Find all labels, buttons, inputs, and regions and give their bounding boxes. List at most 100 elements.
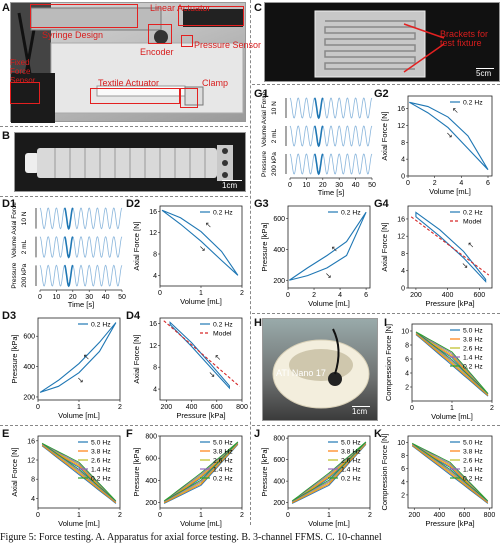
linear-actuator-label: Linear Actuator (150, 3, 211, 13)
y-tick-label: 16 (27, 438, 35, 445)
pressure-sensor-box (181, 35, 193, 47)
c-scale-label: 5cm (476, 69, 492, 78)
highlight-cycle (313, 125, 324, 148)
divider-e (0, 425, 248, 426)
direction-arrow: ↘ (208, 370, 215, 379)
legend-label: 2.6 Hz (91, 458, 111, 465)
direction-arrow: ↖ (452, 106, 459, 115)
x-axis-label: Volume [mL] (431, 412, 473, 421)
clamp-box (180, 88, 198, 108)
c-scale-bar: 5cm (476, 68, 494, 78)
x-tick-label: 20 (319, 182, 327, 189)
legend-label: 0.2 Hz (463, 364, 483, 371)
frequency-loop (291, 441, 367, 502)
y-tick-label: 16 (397, 216, 405, 223)
y-tick-label: 200 (145, 500, 157, 507)
x-tick-label: 2 (240, 290, 244, 297)
x-tick-label: 50 (368, 182, 376, 189)
chart-g3: 0 2 4 6 200 400 600 Volume [mL] Pressure [kPa] ↖ ↘… (260, 205, 371, 308)
row-label: Pressure (261, 151, 268, 177)
y-axis-label: Pressure [kPa] (260, 222, 269, 271)
panel-letter-f: F (126, 428, 133, 440)
y-tick-label: 8 (401, 453, 405, 460)
y-tick-label: 200 (273, 500, 285, 507)
y-tick-label: 0 (401, 286, 405, 293)
frequency-loop (41, 442, 117, 502)
ten-channel-photo (264, 2, 500, 82)
legend-label: 5.0 Hz (463, 440, 483, 447)
y-tick-label: 8 (153, 252, 157, 259)
row-label: Volume (11, 236, 18, 258)
compression-drawing (272, 328, 370, 409)
x-tick-label: 2 (240, 512, 244, 519)
h-scale-label: 1cm (352, 407, 368, 416)
chart-d1: Axial Force 10 N Volume 2 mL Pressure 200 kPa… (11, 202, 126, 309)
figure-caption: Figure 5: Force testing. A. Apparatus fo… (0, 532, 382, 543)
y-tick-label: 12 (397, 234, 405, 241)
frequency-loop (411, 442, 489, 502)
chart-i: 0 1 2 2 4 6 8 10 Volume [mL] Compression Force [N… (384, 323, 494, 421)
row-scale: 10 N (271, 101, 278, 115)
y-tick-label: 200 (273, 278, 285, 285)
y-tick-label: 12 (149, 343, 157, 350)
legend-label: 0.2 Hz (341, 210, 361, 217)
textile-actuator-box (90, 88, 180, 104)
panel-letter-a: A (2, 2, 10, 14)
hysteresis-loop (161, 209, 239, 276)
divider-d (0, 196, 248, 197)
legend-label: 2.6 Hz (463, 458, 483, 465)
hysteresis-loop (415, 211, 487, 283)
y-tick-label: 4 (153, 273, 157, 280)
x-tick-label: 2 (118, 512, 122, 519)
direction-arrow: ↘ (199, 244, 206, 253)
x-tick-label: 400 (186, 404, 198, 411)
highlight-cycle (313, 153, 324, 176)
row-label: Axial Force (261, 91, 268, 124)
pressure-sensor-label: Pressure Sensor (194, 40, 262, 50)
x-tick-label: 50 (118, 294, 126, 301)
direction-arrow: ↖ (467, 240, 474, 249)
chart-g4: 200 400 600 0 4 8 12 16 Pressure [kPa] Axial Forc… (380, 205, 493, 308)
x-tick-label: 800 (236, 404, 248, 411)
signal-trace (289, 153, 373, 175)
y-tick-label: 4 (401, 268, 405, 275)
plot-frame (287, 205, 371, 289)
row-scale: 2 mL (21, 239, 28, 254)
x-tick-label: 2 (118, 404, 122, 411)
panel-letter-g1: G1 (254, 88, 269, 100)
x-axis-label: Volume [mL] (180, 519, 222, 528)
panel-letter-e: E (2, 428, 10, 440)
y-tick-label: 600 (273, 216, 285, 223)
chart-f: 0 1 2 200 400 600 800 Volume [mL] Pressure [kPa]… (132, 434, 244, 529)
ffms-drawing (25, 145, 233, 181)
y-tick-label: 4 (405, 371, 409, 378)
x-tick-label: 6 (364, 292, 368, 299)
row-scale: 200 kPa (271, 152, 278, 176)
frequency-loop (415, 331, 489, 394)
divider-g (252, 84, 500, 85)
legend-label: 0.2 Hz (213, 322, 233, 329)
direction-arrow: ↘ (461, 261, 468, 270)
legend-label: 0.2 Hz (463, 476, 483, 483)
panel-letter-k: K (374, 428, 382, 440)
frequency-loop (411, 443, 489, 502)
y-tick-label: 8 (401, 140, 405, 147)
legend-label: 2.6 Hz (463, 346, 483, 353)
x-tick-label: 0 (38, 294, 42, 301)
ten-channel-drawing (314, 10, 426, 78)
direction-arrow: ↖ (205, 221, 212, 230)
legend-label: 0.2 Hz (463, 210, 483, 217)
legend-label: Model (213, 331, 232, 338)
x-tick-label: 0 (288, 182, 292, 189)
y-axis-label: Pressure [kPa] (132, 447, 141, 496)
panel-letter-g2: G2 (374, 88, 389, 100)
y-axis-label: Axial Force [N] (132, 221, 141, 270)
legend-label: 0.2 Hz (91, 322, 111, 329)
x-tick-label: 4 (459, 180, 463, 187)
y-tick-label: 400 (145, 478, 157, 485)
highlight-cycle (313, 97, 324, 120)
chart-g2: 0 2 4 6 0 4 8 12 16 Volume [mL] Axial Force [N] ↖ ↘ 0… (380, 95, 493, 196)
x-tick-label: 20 (69, 294, 77, 301)
y-tick-label: 10 (401, 329, 409, 336)
